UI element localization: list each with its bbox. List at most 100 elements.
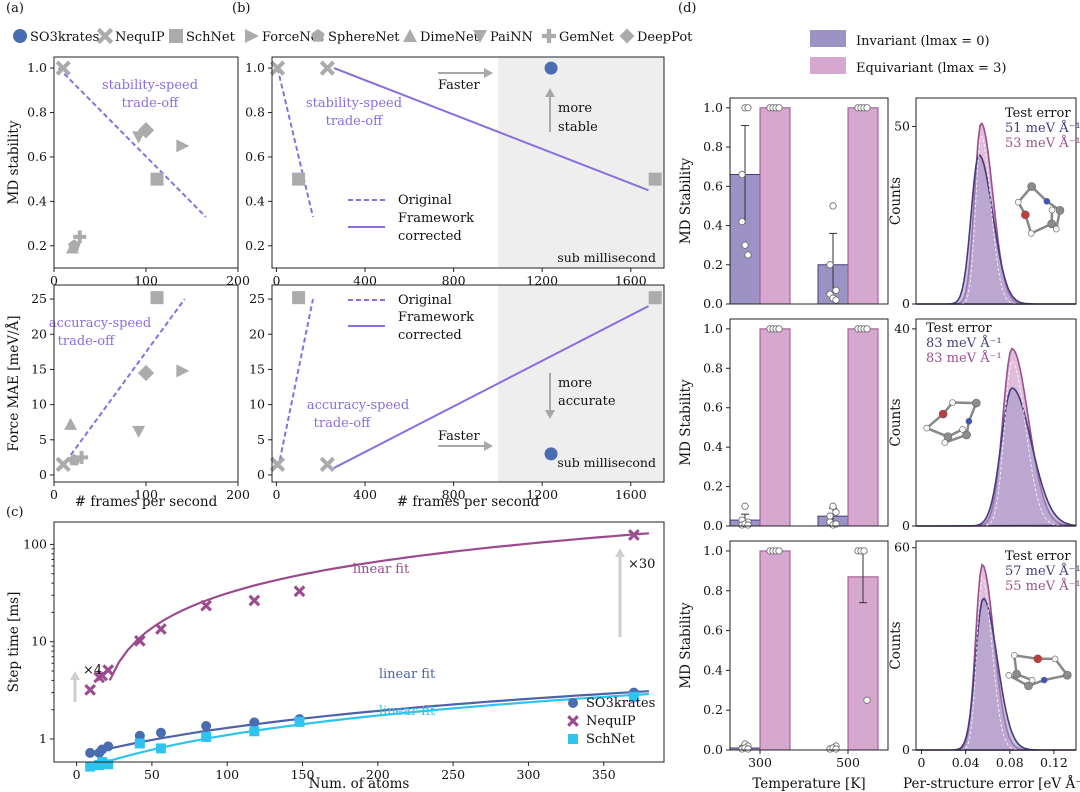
- y-tick-label: 0.0: [703, 518, 723, 533]
- bar-equivariant: [759, 107, 791, 305]
- x-tick-label: 0: [50, 273, 58, 288]
- run-point: [860, 547, 868, 555]
- run-point: [738, 218, 746, 226]
- trade-off-label: stability-speed: [306, 96, 402, 111]
- run-point: [863, 325, 871, 333]
- marker-triangle-right: [176, 364, 190, 378]
- marker-x: [96, 27, 114, 45]
- marker-square: [249, 726, 260, 737]
- y-tick-label: 0.8: [703, 583, 723, 598]
- panel-label-b: (b): [232, 1, 250, 16]
- molecule-atom: [943, 432, 953, 441]
- faster-label: Faster: [438, 78, 480, 93]
- plot-frame: [729, 318, 889, 527]
- factor-arrow-head: [615, 548, 625, 557]
- y-tick-label: 0: [902, 518, 910, 533]
- x-tick-label: 1200: [526, 487, 558, 502]
- y-tick-label: 0.4: [27, 193, 47, 208]
- legend-equivariant-swatch: [810, 57, 846, 74]
- molecule-atom: [959, 426, 966, 433]
- legend-label: ForceNet: [262, 30, 324, 45]
- molecule-atom: [1014, 198, 1022, 206]
- trade-off-label: trade-off: [122, 96, 180, 111]
- corrected-line: [333, 67, 649, 192]
- marker-x: [155, 623, 167, 635]
- marker-x: [84, 683, 96, 696]
- marker-triangle-up: [403, 29, 417, 42]
- bar-equivariant: [847, 107, 879, 305]
- marker-circle: [544, 447, 558, 461]
- molecule-atom: [971, 398, 981, 408]
- y-tick-label: 0: [257, 467, 265, 482]
- legend-original: Original: [398, 293, 452, 308]
- y-tick-label: 5: [39, 432, 47, 447]
- marker-plus: [542, 29, 556, 43]
- better-label: accurate: [558, 394, 616, 409]
- legend-corrected: Framework: [398, 310, 474, 325]
- molecule-atom: [1027, 230, 1035, 237]
- marker-square: [169, 29, 183, 43]
- marker-circle: [249, 717, 260, 728]
- marker-x: [248, 594, 261, 607]
- test-error-invariant: 57 meV Å⁻¹: [1005, 563, 1080, 579]
- x-tick-label: 400: [353, 487, 377, 502]
- x-tick-label: 0: [272, 273, 280, 288]
- y-tick-label: 0.2: [27, 238, 47, 253]
- marker-circle: [134, 730, 145, 741]
- marker-square: [292, 172, 306, 186]
- trend-line: [60, 298, 186, 469]
- molecule-atom: [1010, 652, 1018, 659]
- marker-x: [319, 456, 335, 473]
- marker-plus: [73, 230, 87, 244]
- trade-off-label: trade-off: [58, 334, 116, 349]
- x-tick-label: 250: [441, 767, 465, 782]
- better-label: stable: [558, 120, 598, 135]
- y-tick-label: 0.4: [703, 662, 723, 677]
- legend-label: SO3krates: [586, 696, 655, 711]
- run-point: [744, 745, 752, 753]
- marker-diamond: [137, 364, 155, 382]
- run-point: [829, 502, 837, 510]
- y-tick-label: 0.6: [703, 400, 723, 415]
- x-axis-label: Num. of atoms: [309, 776, 410, 792]
- fit-line-schnet: [98, 692, 649, 766]
- legend-label: GemNet: [559, 30, 614, 45]
- y-tick-label: 100: [23, 536, 47, 551]
- marker-x: [293, 585, 306, 598]
- legend-invariant-swatch: [810, 30, 846, 47]
- factor-label: ×4: [83, 663, 102, 678]
- fit-label-schnet: linear fit: [379, 704, 436, 719]
- run-point: [863, 104, 871, 112]
- molecule-atom: [923, 424, 931, 432]
- y-tick-label: 20: [249, 326, 265, 341]
- y-tick-label: 0.8: [245, 105, 265, 120]
- marker-triangle-down: [132, 131, 146, 144]
- x-tick-label: 300: [517, 767, 541, 782]
- plot-frame: [271, 284, 665, 483]
- marker-pentagon: [311, 29, 325, 42]
- test-error-equivariant: 83 meV Å⁻¹: [926, 350, 1002, 366]
- y-tick-label: 0.4: [703, 218, 723, 233]
- sub-millisecond-region: [497, 57, 664, 268]
- x-tick-label: 0: [73, 767, 81, 782]
- panel-label-a: (a): [6, 1, 24, 16]
- bar-equivariant: [759, 328, 791, 527]
- y-tick-label: 0.8: [27, 105, 47, 120]
- y-tick-label: 0.0: [703, 296, 723, 311]
- y-tick-label: 10: [249, 397, 265, 412]
- marker-x: [55, 60, 71, 76]
- x-tick-label: 1600: [615, 273, 647, 288]
- x-axis-label: # frames per second: [75, 494, 218, 510]
- factor-arrow-head: [70, 671, 80, 680]
- marker-square: [85, 761, 96, 772]
- marker-x: [102, 664, 115, 676]
- y-axis-label: MD Stability: [678, 157, 694, 244]
- better-arrow-head: [545, 88, 555, 97]
- marker-square: [628, 692, 639, 703]
- molecule-atom: [1055, 205, 1065, 215]
- y-tick-label: 0.4: [703, 439, 723, 454]
- marker-circle: [155, 727, 166, 738]
- legend-label: SchNet: [186, 30, 236, 45]
- molecule-atom: [965, 418, 973, 425]
- y-axis-label: Step time [ms]: [6, 592, 22, 693]
